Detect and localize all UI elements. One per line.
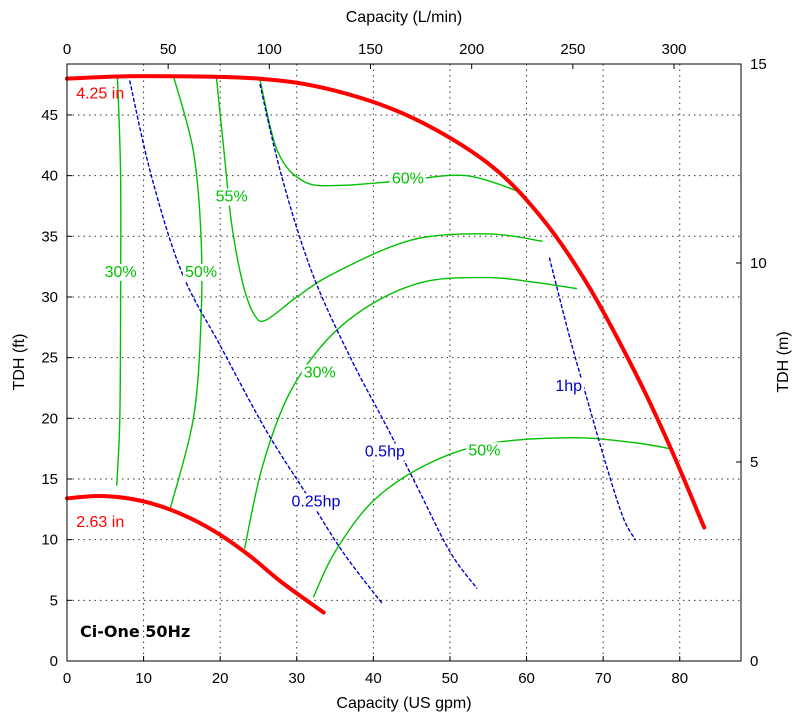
tick-label-x-top: 200	[459, 41, 484, 58]
tick-label-y-right: 0	[750, 653, 758, 670]
efficiency-curves	[116, 76, 671, 598]
efficiency-curve-label-background	[213, 188, 250, 206]
tick-label-x-bottom: 20	[212, 670, 229, 687]
efficiency-curve-label: 50%	[185, 264, 217, 281]
tick-label-x-bottom: 50	[442, 670, 459, 687]
y-right-title: TDH (m)	[775, 331, 792, 392]
efficiency-curve-line-3	[259, 79, 520, 193]
tick-label-x-top: 0	[63, 41, 71, 58]
tick-label-y-left: 40	[41, 168, 58, 185]
efficiency-curve-line-4	[244, 276, 577, 549]
power-curve-label-background	[289, 493, 343, 511]
tick-label-y-right: 10	[750, 255, 767, 272]
tick-label-x-bottom: 10	[135, 670, 152, 687]
impeller-curve-label: 4.25 in	[76, 86, 124, 103]
impeller-curve-line-1	[65, 493, 326, 615]
power-curve-label-background	[362, 443, 407, 461]
tick-label-x-top: 250	[560, 41, 585, 58]
efficiency-curve-line-0	[116, 77, 122, 486]
tick-label-y-left: 15	[41, 471, 58, 488]
power-curve-label: 0.25hp	[291, 493, 340, 510]
power-curve-line-2	[548, 257, 636, 541]
plot-area	[67, 64, 741, 661]
tick-label-y-left: 5	[50, 592, 58, 609]
efficiency-curve-label-background	[466, 442, 503, 460]
y-left-title: TDH (ft)	[11, 334, 28, 391]
tick-label-x-bottom: 0	[63, 670, 71, 687]
tick-label-y-left: 35	[41, 228, 58, 245]
tick-label-x-top: 150	[358, 41, 383, 58]
efficiency-curve-label-background	[102, 263, 139, 281]
efficiency-curve-label-background	[183, 263, 220, 281]
tick-label-x-bottom: 30	[288, 670, 305, 687]
tick-label-y-left: 25	[41, 350, 58, 367]
efficiency-curve-label-background	[389, 170, 426, 188]
curve-labels: 30% 50% 55% 60% 30% 50% 0.25hp 0.5hp 1hp 4.25 in 2…	[76, 86, 585, 531]
efficiency-curve-line-1	[169, 77, 203, 509]
efficiency-curve-label: 60%	[392, 170, 424, 187]
tick-label-x-top: 300	[662, 41, 687, 58]
tick-label-y-left: 0	[50, 653, 58, 670]
power-curve-line-1	[259, 83, 478, 589]
efficiency-curve-label: 30%	[105, 264, 137, 281]
x-top-title: Capacity (L/min)	[346, 9, 462, 26]
power-curve-label: 0.5hp	[365, 444, 405, 461]
efficiency-curve-label: 30%	[304, 365, 336, 382]
impeller-curve-label: 2.63 in	[76, 514, 124, 531]
power-curve-label: 1hp	[555, 378, 582, 395]
x-bottom-title: Capacity (US gpm)	[336, 695, 471, 712]
model-label: Ci-One 50Hz	[80, 622, 190, 641]
efficiency-curve-label-background	[301, 364, 338, 382]
power-curve-label-background	[553, 377, 585, 396]
tick-label-y-right: 5	[750, 454, 758, 471]
impeller-curve-line-0	[65, 74, 707, 530]
tick-label-x-bottom: 70	[595, 670, 612, 687]
efficiency-curve-label: 55%	[216, 189, 248, 206]
power-curve-line-0	[129, 80, 384, 605]
efficiency-curve-label: 50%	[468, 442, 500, 459]
tick-label-y-left: 30	[41, 289, 58, 306]
efficiency-curve-line-5	[312, 436, 671, 598]
tick-label-x-top: 100	[257, 41, 282, 58]
tick-label-y-left: 45	[41, 107, 58, 124]
plot-frame	[66, 63, 742, 662]
tick-label-y-right: 15	[750, 56, 767, 73]
tick-label-y-left: 20	[41, 410, 58, 427]
tick-label-x-bottom: 60	[518, 670, 535, 687]
tick-label-x-bottom: 40	[365, 670, 382, 687]
tick-label-x-bottom: 80	[671, 670, 688, 687]
tick-label-x-top: 50	[160, 41, 177, 58]
impeller-curves	[65, 74, 707, 615]
power-curves	[129, 80, 636, 605]
tick-label-y-left: 10	[41, 532, 58, 549]
